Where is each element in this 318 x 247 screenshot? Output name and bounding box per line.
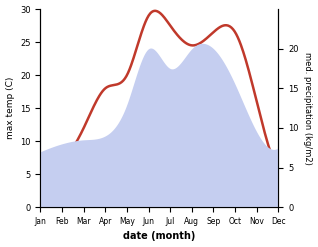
X-axis label: date (month): date (month) xyxy=(123,231,196,242)
Y-axis label: max temp (C): max temp (C) xyxy=(5,77,15,139)
Y-axis label: med. precipitation (kg/m2): med. precipitation (kg/m2) xyxy=(303,52,313,165)
